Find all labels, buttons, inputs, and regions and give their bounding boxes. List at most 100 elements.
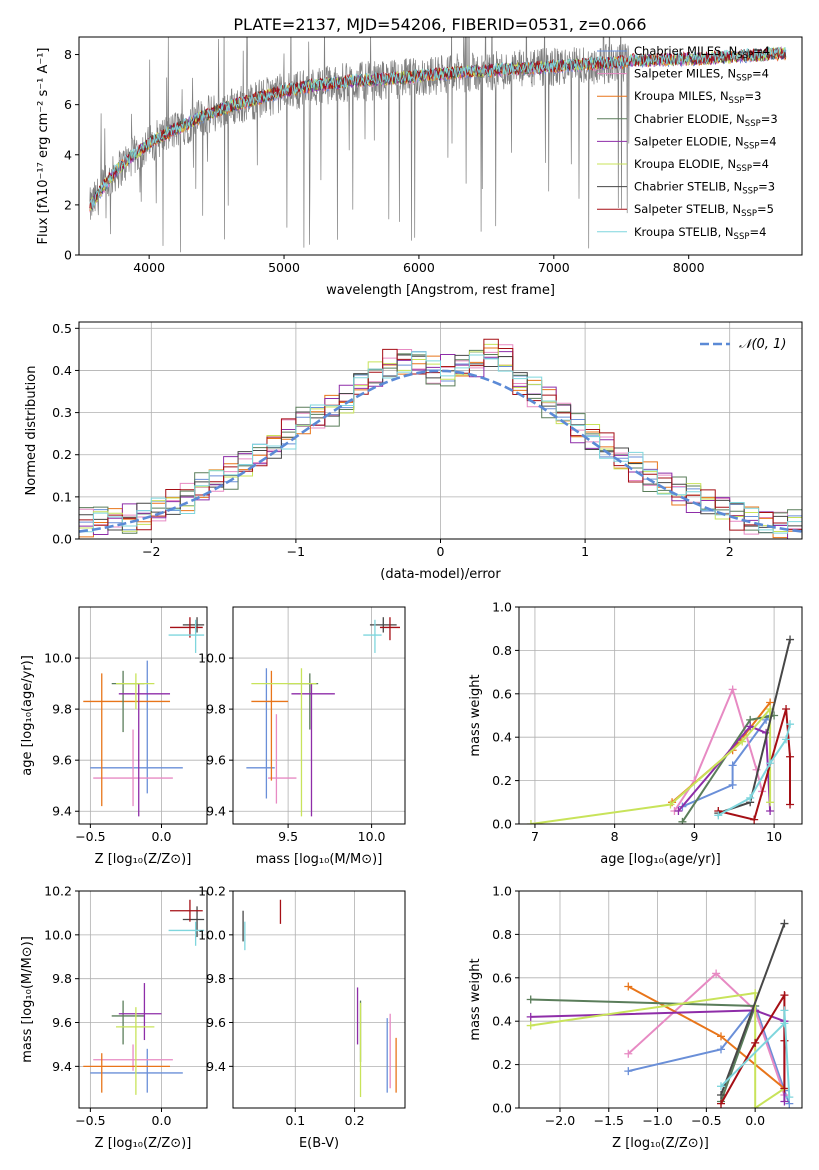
weight-point-chabrier-stelib bbox=[717, 1090, 726, 1099]
legend-label-kroupa-miles: Kroupa MILES, NSSP=3 bbox=[634, 89, 761, 106]
weight-series-kroupa-elodie bbox=[526, 704, 775, 824]
weight-point-salpeter-elodie bbox=[780, 1097, 789, 1106]
weight_vs_Z-xlabel: Z [log₁₀(Z/Z⊙)] bbox=[612, 1136, 709, 1151]
weight_vs_age-frame bbox=[518, 606, 803, 825]
panel-spectrum: 4000 5000 6000 7000 8000 0 2 4 6 8 wavelength [Ang… bbox=[36, 36, 803, 298]
y-tick-label: 0.4 bbox=[492, 1014, 512, 1029]
x-tick-label: 9 bbox=[690, 829, 698, 844]
age_vs_mass-grid bbox=[233, 607, 405, 824]
errorbar-salpeter-miles bbox=[268, 714, 297, 804]
y-tick-label: 0.4 bbox=[52, 363, 72, 378]
errorbar-salpeter-elodie bbox=[291, 683, 335, 817]
x-tick-label: −2 bbox=[142, 544, 160, 559]
age_vs_Z-ylabel: age [log₁₀(age/yr)] bbox=[20, 655, 35, 776]
weight-point-kroupa-stelib bbox=[714, 811, 723, 820]
x-tick-label: −0.5 bbox=[75, 1113, 105, 1128]
weight_vs_Z-ylabel: mass weight bbox=[468, 958, 483, 1040]
weight-point-salpeter-elodie bbox=[674, 806, 683, 815]
errorbar-salpeter-elodie bbox=[118, 983, 162, 1041]
y-tick-label: 10.0 bbox=[44, 651, 72, 666]
spectrum-plot-area bbox=[89, 37, 787, 253]
y-tick-label: 8 bbox=[64, 47, 72, 62]
y-tick-label: 0.6 bbox=[492, 686, 512, 701]
residual_hist-plot-area bbox=[79, 338, 802, 539]
weight-point-kroupa-stelib bbox=[785, 1093, 794, 1102]
age_vs_mass-ticks: 9.5 10.0 9.4 9.6 9.8 10.0 bbox=[198, 651, 385, 844]
errorbar-chabrier-stelib bbox=[182, 906, 205, 938]
weight-series-kroupa-stelib bbox=[717, 1006, 794, 1102]
errorbar-kroupa-stelib bbox=[168, 921, 205, 946]
weight-point-salpeter-stelib bbox=[780, 1084, 789, 1093]
x-tick-label: 10.0 bbox=[358, 829, 386, 844]
x-tick-label: −2.0 bbox=[545, 1113, 575, 1128]
age_vs_mass-plot-area bbox=[246, 617, 400, 817]
errorbar-salpeter-elodie bbox=[118, 683, 171, 817]
weight-point-salpeter-stelib bbox=[750, 815, 759, 824]
weight-point-chabrier-stelib bbox=[786, 635, 795, 644]
x-tick-label: 8 bbox=[611, 829, 619, 844]
spectrum-ylabel: Flux [fλ10⁻¹⁷ erg cm⁻² s⁻¹ A⁻¹] bbox=[36, 48, 51, 245]
age_vs_Z-grid bbox=[79, 607, 207, 824]
weight-point-kroupa-elodie bbox=[526, 820, 535, 824]
y-tick-label: 9.4 bbox=[206, 804, 226, 819]
errorbar-salpeter-stelib bbox=[170, 899, 203, 922]
errorbar-kroupa-stelib bbox=[168, 619, 205, 653]
weight-line-chabrier-stelib bbox=[720, 923, 786, 1096]
weight-point-kroupa-elodie bbox=[766, 798, 775, 807]
weight-point-salpeter-stelib bbox=[751, 1038, 760, 1047]
spectrum-legend: Chabrier MILES, NSSP=4 Salpeter MILES, NS… bbox=[597, 44, 778, 242]
errorbar-salpeter-stelib bbox=[379, 617, 400, 641]
figure-title: PLATE=2137, MJD=54206, FIBERID=0531, z=0… bbox=[233, 15, 646, 34]
panel-weight_vs_age: 7 8 9 10 0.0 0.2 0.4 0.6 0.8 1.0 age [log₁₀(age/yr… bbox=[468, 600, 803, 867]
weight-point-kroupa-stelib bbox=[782, 735, 791, 744]
y-tick-label: 9.6 bbox=[206, 753, 226, 768]
weight-point-chabrier-miles bbox=[624, 1067, 633, 1076]
weight-line-kroupa-elodie bbox=[530, 991, 785, 1108]
weight_vs_age-plot-area bbox=[526, 635, 795, 824]
weight-series-salpeter-stelib bbox=[714, 704, 795, 824]
legend-label-kroupa-stelib: Kroupa STELIB, NSSP=4 bbox=[634, 225, 766, 242]
residual_hist-ticks: −2 −1 0 1 2 0.0 0.1 0.2 0.3 0.4 0.5 bbox=[52, 321, 734, 559]
weight-point-kroupa-elodie bbox=[751, 1104, 760, 1108]
legend-label-salpeter-stelib: Salpeter STELIB, NSSP=5 bbox=[634, 202, 774, 219]
legend-label-chabrier-miles: Chabrier MILES, NSSP=4 bbox=[634, 44, 770, 61]
weight-line-kroupa-stelib bbox=[720, 1010, 791, 1098]
y-tick-label: 0.2 bbox=[492, 1057, 512, 1072]
errorbar-salpeter-stelib bbox=[170, 617, 203, 638]
panel-mass_vs_ebv: 0.1 0.2 9.4 9.6 9.8 10.0 10.2 E(B-V) bbox=[198, 884, 406, 1151]
spectrum-ticks: 4000 5000 6000 7000 8000 0 2 4 6 8 bbox=[64, 47, 705, 275]
x-tick-label: 0.1 bbox=[285, 1113, 305, 1128]
y-tick-label: 10.0 bbox=[44, 927, 72, 942]
y-tick-label: 0.2 bbox=[52, 447, 72, 462]
weight_vs_Z-frame bbox=[518, 890, 803, 1109]
x-tick-label: 0.0 bbox=[152, 1113, 172, 1128]
panel-residual_hist: −2 −1 0 1 2 0.0 0.1 0.2 0.3 0.4 0.5 (data-model)/er… bbox=[24, 321, 803, 582]
y-tick-label: 0.5 bbox=[52, 321, 72, 336]
weight-point-chabrier-miles bbox=[728, 761, 737, 770]
x-tick-label: −0.5 bbox=[75, 829, 105, 844]
y-tick-label: 0.0 bbox=[492, 1101, 512, 1116]
y-tick-label: 0.8 bbox=[492, 643, 512, 658]
y-tick-label: 9.6 bbox=[206, 1015, 226, 1030]
panel-age_vs_Z: −0.5 0.0 9.4 9.6 9.8 10.0 Z [log₁₀(Z/Z⊙)] age [… bbox=[20, 606, 208, 867]
legend-label-normal: 𝒩(0, 1) bbox=[739, 337, 786, 352]
residual_hist-xlabel: (data-model)/error bbox=[380, 567, 501, 582]
hist-step-kroupa-stelib bbox=[79, 351, 802, 539]
weight-point-kroupa-miles bbox=[717, 1032, 726, 1041]
errorbar-kroupa-miles bbox=[251, 670, 289, 781]
weight-point-kroupa-elodie bbox=[666, 800, 675, 809]
mass_vs_Z-xlabel: Z [log₁₀(Z/Z⊙)] bbox=[95, 1136, 192, 1151]
spectrum-model-kroupa-stelib bbox=[89, 46, 787, 209]
y-tick-label: 10.0 bbox=[198, 651, 226, 666]
weight-point-kroupa-elodie bbox=[738, 737, 747, 746]
x-tick-label: 2 bbox=[726, 544, 734, 559]
weight_vs_Z-ticks: −2.0 −1.5 −1.0 −0.5 0.0 0.0 0.2 0.4 0.6 0.8 1.0 bbox=[492, 884, 765, 1129]
weight-point-kroupa-stelib bbox=[746, 793, 755, 802]
x-tick-label: −1 bbox=[287, 544, 305, 559]
y-tick-label: 2 bbox=[64, 197, 72, 212]
y-tick-label: 9.4 bbox=[52, 1059, 72, 1074]
x-tick-label: −0.5 bbox=[691, 1113, 721, 1128]
errorbar-kroupa-elodie bbox=[115, 673, 155, 710]
